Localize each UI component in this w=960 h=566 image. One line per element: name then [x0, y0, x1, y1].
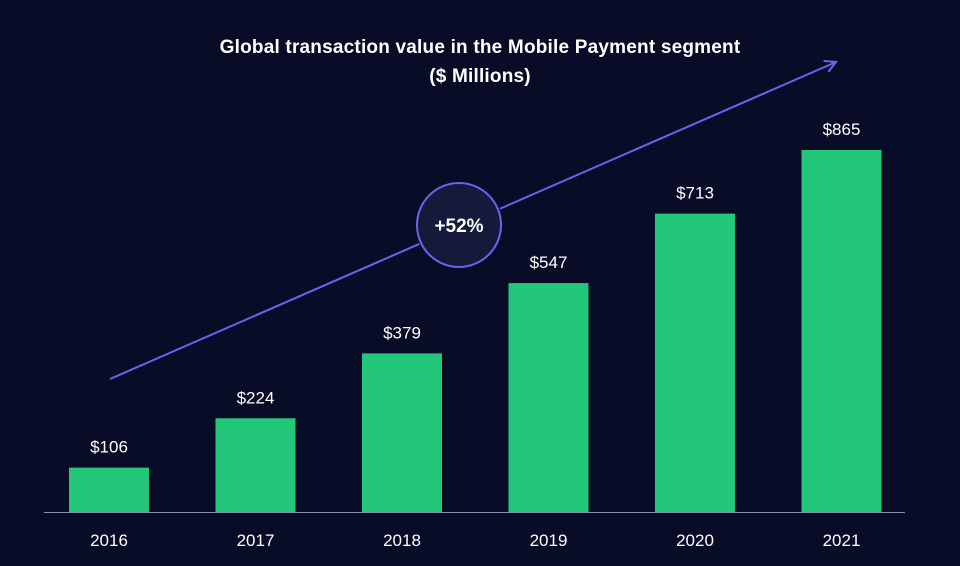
growth-arrow-head	[499, 62, 836, 210]
value-label-2017: $224	[237, 388, 275, 407]
value-label-2021: $865	[823, 120, 861, 139]
value-labels-layer: $106 $224 $379 $547 $713 $865	[90, 120, 860, 457]
growth-arrow-group: +52%	[109, 62, 836, 380]
bar-2021	[801, 150, 882, 512]
growth-arrow-tail	[109, 243, 420, 380]
value-label-2016: $106	[90, 438, 128, 457]
x-axis-ticks-layer: 2016 2017 2018 2019 2020 2021	[90, 531, 860, 550]
chart-title-block: Global transaction value in the Mobile P…	[0, 33, 960, 91]
x-tick-label-2017: 2017	[237, 531, 275, 550]
value-label-2019: $547	[530, 253, 568, 272]
bar-2019	[508, 283, 589, 512]
growth-badge-circle	[416, 182, 502, 268]
bar-2017	[215, 418, 296, 512]
growth-badge-label: +52%	[434, 216, 483, 237]
chart-title: Global transaction value in the Mobile P…	[219, 37, 741, 58]
bar-2020	[655, 213, 735, 512]
bars-layer	[69, 150, 882, 512]
x-tick-label-2019: 2019	[530, 531, 568, 550]
x-tick-label-2021: 2021	[823, 531, 861, 550]
value-label-2018: $379	[383, 323, 421, 342]
value-label-2020: $713	[676, 184, 714, 203]
x-tick-label-2018: 2018	[383, 531, 421, 550]
chart-subtitle: ($ Millions)	[429, 66, 531, 87]
bar-2016	[69, 467, 149, 512]
x-tick-label-2020: 2020	[676, 531, 714, 550]
x-tick-label-2016: 2016	[90, 531, 128, 550]
bar-2018	[362, 353, 442, 512]
